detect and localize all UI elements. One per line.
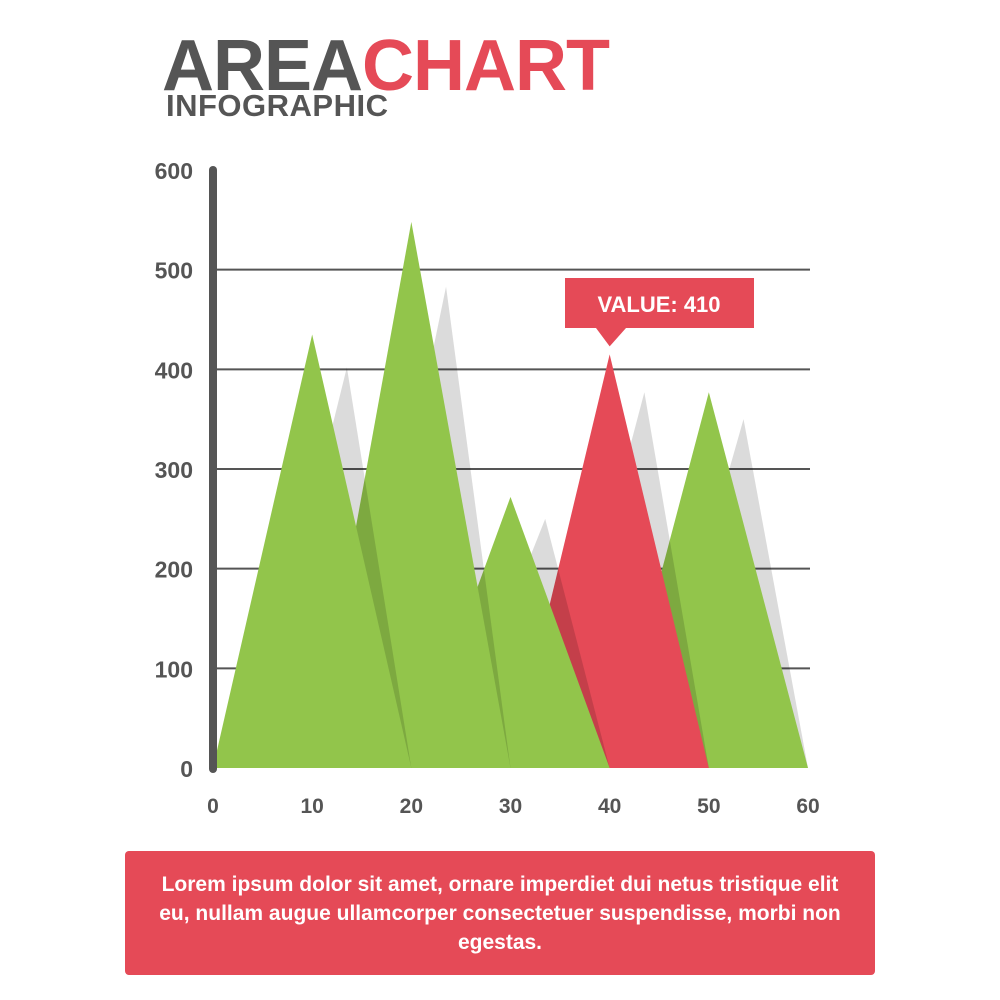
y-tick-label: 200 [155,557,193,583]
x-tick-label: 60 [796,795,819,818]
y-tick-label: 400 [155,357,193,383]
x-tick-label: 30 [499,795,522,818]
title-chart: CHART [362,26,610,106]
description-text: Lorem ipsum dolor sit amet, ornare imper… [159,872,841,954]
value-callout [565,278,754,347]
x-tick-label: 40 [598,795,621,818]
x-tick-label: 50 [697,795,720,818]
area-peak [213,334,412,768]
y-tick-label: 100 [155,656,193,682]
y-tick-label: 600 [155,158,193,184]
x-tick-label: 10 [300,795,323,818]
description-box: Lorem ipsum dolor sit amet, ornare imper… [125,851,875,975]
y-tick-label: 0 [180,756,193,782]
y-tick-label: 500 [155,258,193,284]
x-tick-label: 20 [400,795,423,818]
area-chart: 0 100 200 300 400 500 600 0 10 20 30 40 50 60 VALUE: 4… [155,158,820,818]
chart-subtitle: INFOGRAPHIC [166,88,389,123]
x-tick-label: 0 [207,795,219,818]
title-area: AREA [162,26,363,106]
chart-title: AREACHART [162,26,610,106]
y-tick-label: 300 [155,457,193,483]
value-callout-label: VALUE: 410 [597,292,720,317]
